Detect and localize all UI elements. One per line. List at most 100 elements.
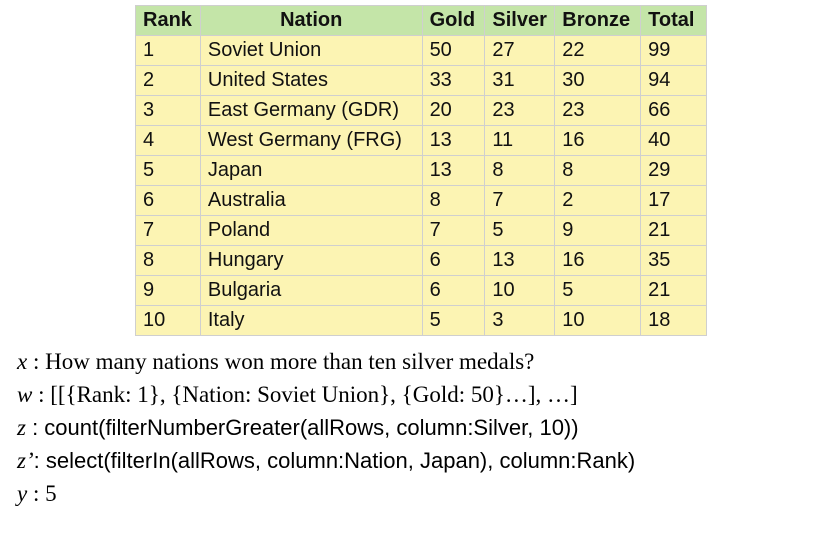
cell-total: 66 [640,95,707,126]
table-row: 10 Italy 5 3 10 18 [135,305,707,336]
cell-gold: 8 [421,185,486,216]
cell-gold: 50 [421,35,486,66]
cell-bronze: 2 [554,185,642,216]
cell-bronze: 16 [554,245,642,276]
cell-silver: 27 [484,35,556,66]
cell-silver: 31 [484,65,556,96]
table-line: w : [[{Rank: 1}, {Nation: Soviet Union},… [17,378,635,411]
header-gold: Gold [421,5,486,36]
cell-gold: 13 [421,155,486,186]
cell-nation: Australia [199,185,423,216]
cell-rank: 4 [135,125,201,156]
line-content: [[{Rank: 1}, {Nation: Soviet Union}, {Go… [50,382,578,407]
cell-total: 94 [640,65,707,96]
cell-nation: Poland [199,215,423,246]
cell-bronze: 30 [554,65,642,96]
cell-total: 21 [640,215,707,246]
cell-total: 40 [640,125,707,156]
separator: : [27,349,46,374]
separator: : [27,481,46,506]
cell-bronze: 5 [554,275,642,306]
cell-silver: 13 [484,245,556,276]
cell-silver: 10 [484,275,556,306]
answer-line: y : 5 [17,477,635,510]
cell-bronze: 9 [554,215,642,246]
table-row: 4 West Germany (FRG) 13 11 16 40 [135,125,707,156]
cell-rank: 6 [135,185,201,216]
cell-bronze: 23 [554,95,642,126]
cell-rank: 8 [135,245,201,276]
cell-nation: Soviet Union [199,35,423,66]
variable-symbol: y [17,481,28,506]
cell-rank: 3 [135,95,201,126]
cell-rank: 9 [135,275,201,306]
variable-symbol: z [17,415,26,440]
table-row: 7 Poland 7 5 9 21 [135,215,707,246]
cell-total: 21 [640,275,707,306]
cell-bronze: 22 [554,35,642,66]
table-row: 3 East Germany (GDR) 20 23 23 66 [135,95,707,126]
cell-silver: 5 [484,215,556,246]
table-row: 6 Australia 8 7 2 17 [135,185,707,216]
spurious-form-line: z’: select(filterIn(allRows, column:Nati… [17,444,635,477]
cell-silver: 7 [484,185,556,216]
cell-silver: 3 [484,305,556,336]
cell-total: 17 [640,185,707,216]
variable-symbol: x [17,349,28,374]
cell-total: 18 [640,305,707,336]
cell-gold: 20 [421,95,486,126]
cell-nation: West Germany (FRG) [199,125,423,156]
variable-symbol: z’ [17,448,34,473]
cell-gold: 13 [421,125,486,156]
cell-bronze: 10 [554,305,642,336]
line-content: How many nations won more than ten silve… [45,349,535,374]
cell-total: 99 [640,35,707,66]
header-bronze: Bronze [554,5,642,36]
cell-nation: East Germany (GDR) [199,95,423,126]
separator: : [25,415,45,440]
line-content: select(filterIn(allRows, column:Nation, … [45,448,636,473]
cell-total: 35 [640,245,707,276]
header-rank: Rank [135,5,201,36]
cell-nation: Hungary [199,245,423,276]
table-row: 8 Hungary 6 13 16 35 [135,245,707,276]
separator: : [33,448,46,473]
table-row: 9 Bulgaria 6 10 5 21 [135,275,707,306]
table-row: 2 United States 33 31 30 94 [135,65,707,96]
cell-rank: 5 [135,155,201,186]
table-row: 1 Soviet Union 50 27 22 99 [135,35,707,66]
cell-gold: 6 [421,245,486,276]
cell-rank: 2 [135,65,201,96]
cell-gold: 33 [421,65,486,96]
header-silver: Silver [484,5,556,36]
cell-rank: 1 [135,35,201,66]
cell-nation: United States [199,65,423,96]
logical-form-line: z : count(filterNumberGreater(allRows, c… [17,411,635,444]
cell-total: 29 [640,155,707,186]
separator: : [32,382,51,407]
table-body: 1 Soviet Union 50 27 22 99 2 United States 33 31 3… [135,35,707,336]
line-content: count(filterNumberGreater(allRows, colum… [44,415,579,440]
cell-silver: 8 [484,155,556,186]
table-header-row: Rank Nation Gold Silver Bronze Total [135,5,707,36]
variable-symbol: w [17,382,33,407]
cell-bronze: 16 [554,125,642,156]
cell-rank: 7 [135,215,201,246]
line-content: 5 [45,481,57,506]
question-line: x : How many nations won more than ten s… [17,345,635,378]
cell-nation: Japan [199,155,423,186]
header-total: Total [640,5,707,36]
cell-rank: 10 [135,305,201,336]
cell-nation: Bulgaria [199,275,423,306]
table-row: 5 Japan 13 8 8 29 [135,155,707,186]
cell-silver: 23 [484,95,556,126]
cell-gold: 5 [421,305,486,336]
cell-gold: 6 [421,275,486,306]
cell-silver: 11 [484,125,556,156]
cell-gold: 7 [421,215,486,246]
header-nation: Nation [199,5,423,36]
cell-bronze: 8 [554,155,642,186]
example-lines: x : How many nations won more than ten s… [17,345,635,510]
medal-table: Rank Nation Gold Silver Bronze Total 1 So… [135,5,707,336]
